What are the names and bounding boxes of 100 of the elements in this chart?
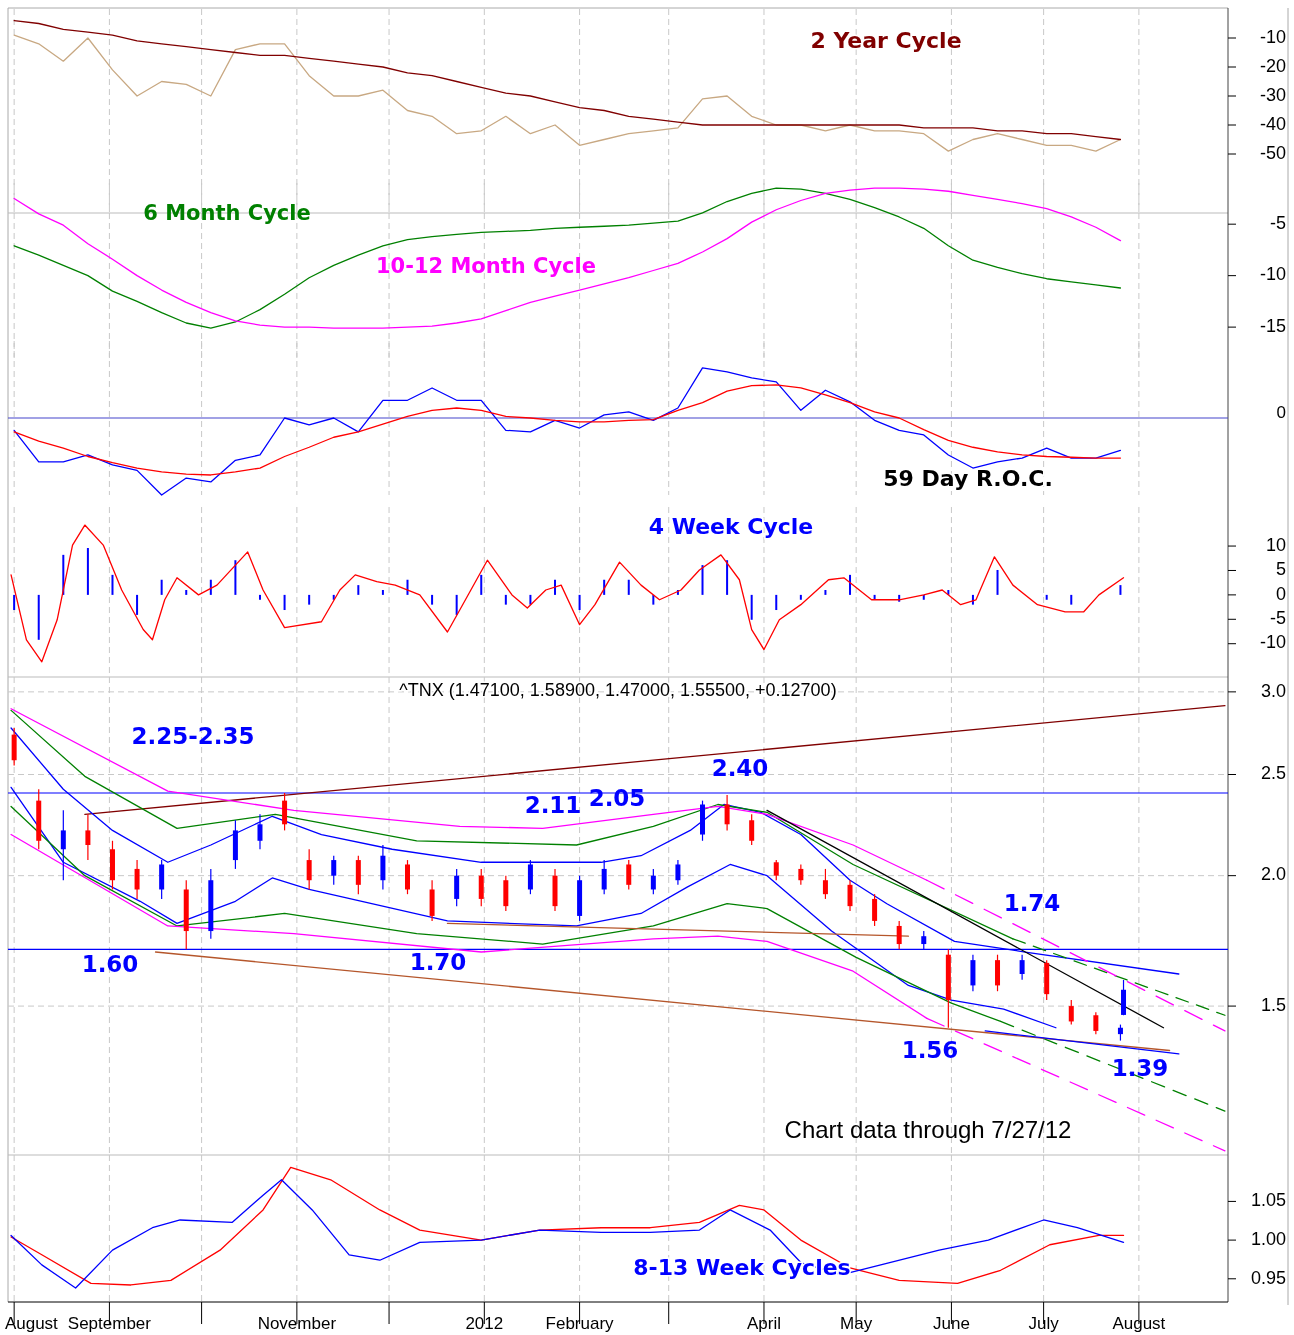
candlestick bbox=[1068, 999, 1074, 1026]
bar bbox=[455, 594, 458, 615]
bar bbox=[283, 594, 286, 611]
annotation: 1.60 bbox=[81, 950, 139, 977]
candlestick bbox=[872, 893, 878, 927]
candlestick bbox=[478, 868, 484, 907]
bar bbox=[1119, 585, 1122, 595]
bar bbox=[111, 574, 114, 595]
chart-title: ^TNX (1.47100, 1.58900, 1.47000, 1.55500, +0.12700) bbox=[399, 680, 837, 700]
x-tick-label: February bbox=[545, 1314, 615, 1333]
bar bbox=[136, 594, 139, 615]
bar bbox=[381, 590, 384, 595]
candlestick bbox=[822, 868, 828, 900]
annotation: 1.56 bbox=[901, 1036, 959, 1063]
annotation: 2.11 bbox=[524, 791, 582, 818]
bar bbox=[726, 560, 729, 595]
bar bbox=[922, 594, 925, 600]
y-tick-label: 1.00 bbox=[1250, 1228, 1286, 1249]
bar bbox=[160, 579, 163, 595]
bar bbox=[406, 579, 409, 595]
candlestick bbox=[306, 848, 312, 891]
annotation: Chart data through 7/27/12 bbox=[784, 1116, 1072, 1143]
x-tick-label: April bbox=[746, 1314, 781, 1333]
x-tick-label: May bbox=[840, 1314, 873, 1333]
series-label: 10-12 Month Cycle bbox=[375, 254, 597, 278]
bar bbox=[431, 594, 434, 605]
y-tick-label: 3.0 bbox=[1260, 680, 1286, 701]
bar bbox=[750, 594, 753, 620]
chart-title: 4 Week Cycle bbox=[648, 514, 814, 539]
y-tick-label: -50 bbox=[1259, 142, 1286, 163]
x-tick-label: June bbox=[932, 1314, 970, 1333]
bar bbox=[824, 590, 827, 595]
candlestick bbox=[773, 859, 779, 881]
x-tick-label: November bbox=[257, 1314, 337, 1333]
bar bbox=[308, 594, 311, 605]
candlestick bbox=[282, 792, 288, 832]
y-tick-label: -20 bbox=[1259, 55, 1286, 76]
candlestick bbox=[675, 859, 681, 886]
y-tick-label: 1.05 bbox=[1250, 1190, 1286, 1211]
bar bbox=[357, 585, 360, 595]
y-tick-label: -5 bbox=[1269, 212, 1286, 233]
y-tick-label: -10 bbox=[1259, 26, 1286, 47]
candlestick bbox=[601, 859, 607, 895]
y-tick-label: -40 bbox=[1259, 113, 1286, 134]
candlestick bbox=[134, 859, 140, 900]
candlestick bbox=[1019, 954, 1025, 981]
annotation: 2.05 bbox=[588, 784, 646, 811]
annotation: 2.25-2.35 bbox=[131, 722, 255, 749]
y-tick-label: 10 bbox=[1265, 534, 1286, 555]
candlestick bbox=[331, 855, 337, 886]
bar bbox=[799, 594, 802, 600]
bar bbox=[504, 594, 507, 605]
y-tick-label: 2.0 bbox=[1260, 864, 1286, 885]
bar bbox=[775, 594, 778, 611]
candlestick bbox=[454, 868, 460, 907]
annotation: 1.74 bbox=[1003, 889, 1061, 916]
line-series bbox=[13, 187, 1122, 329]
y-tick-label: 1.5 bbox=[1260, 994, 1286, 1015]
candlestick bbox=[650, 868, 656, 895]
bar bbox=[86, 548, 89, 595]
candlestick bbox=[749, 813, 755, 846]
annotation: 2.40 bbox=[711, 754, 769, 781]
x-tick-label: 2012 bbox=[465, 1314, 504, 1333]
annotation: 1.39 bbox=[1111, 1054, 1169, 1081]
x-tick-label: August bbox=[4, 1314, 59, 1333]
bar bbox=[480, 574, 483, 595]
y-tick-label: 0.95 bbox=[1250, 1267, 1286, 1288]
x-tick-label: July bbox=[1028, 1314, 1060, 1333]
bar bbox=[258, 594, 261, 600]
candlestick bbox=[896, 920, 902, 950]
text: 6 Month Cycle bbox=[143, 201, 311, 225]
y-tick-label: -10 bbox=[1259, 632, 1286, 653]
bar bbox=[529, 594, 532, 605]
text: 2 Year Cycle bbox=[810, 28, 962, 53]
bar bbox=[701, 565, 704, 595]
bar bbox=[13, 594, 16, 611]
x-tick-label: August bbox=[1112, 1314, 1166, 1333]
bar bbox=[209, 579, 212, 595]
candlestick bbox=[626, 859, 632, 891]
bar bbox=[554, 579, 556, 595]
bar bbox=[578, 594, 581, 611]
y-tick-label: 2.5 bbox=[1260, 763, 1286, 784]
y-tick-label: 5 bbox=[1275, 559, 1286, 580]
candlestick bbox=[798, 863, 804, 886]
x-tick-label: September bbox=[67, 1314, 152, 1333]
y-tick-label: -30 bbox=[1259, 84, 1286, 105]
line-series bbox=[13, 34, 1122, 152]
bar bbox=[37, 594, 40, 640]
candlestick bbox=[60, 809, 66, 881]
line-series bbox=[13, 19, 1122, 141]
candlestick bbox=[1093, 1011, 1099, 1035]
text: 59 Day R.O.C. bbox=[883, 466, 1053, 491]
bar bbox=[627, 579, 630, 595]
candlestick bbox=[847, 879, 853, 912]
bar bbox=[1045, 594, 1048, 600]
bar bbox=[996, 569, 999, 595]
y-tick-label: -5 bbox=[1269, 608, 1286, 629]
candlestick bbox=[257, 813, 263, 850]
y-tick-label: -15 bbox=[1259, 315, 1286, 336]
candlestick bbox=[85, 813, 91, 861]
